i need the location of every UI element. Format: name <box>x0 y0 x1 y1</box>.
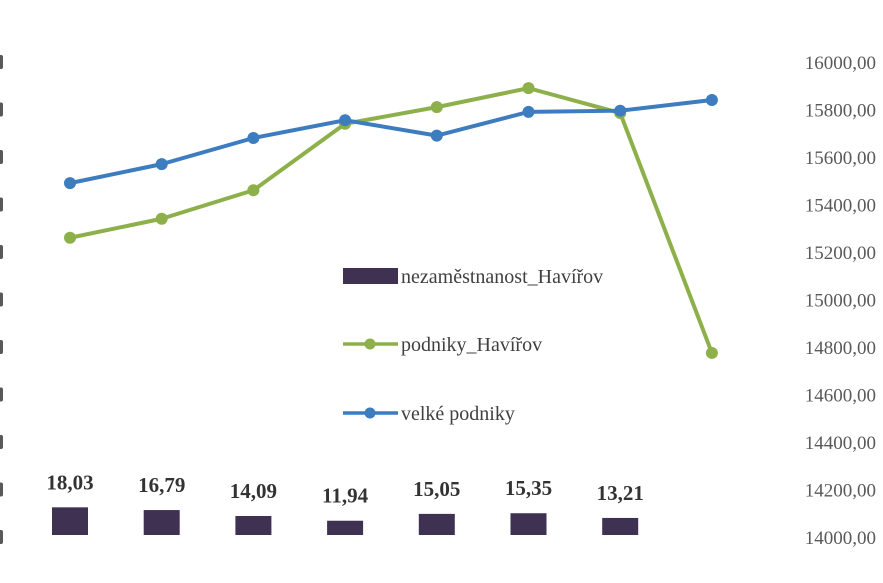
legend-marker-green <box>364 338 376 350</box>
legend-label-blue: velké podniky <box>401 403 515 425</box>
left-axis-tick-stub <box>0 55 3 69</box>
series-point <box>705 94 718 106</box>
legend-label-bar: nezaměstnanost_Havířov <box>401 266 603 288</box>
series-point <box>247 132 260 144</box>
right-axis-tick-label: 14400,00 <box>805 433 876 454</box>
right-axis-tick-label: 14200,00 <box>805 481 876 502</box>
series-point <box>430 101 443 114</box>
series-point <box>247 184 260 197</box>
bar <box>602 517 639 535</box>
right-axis-tick-label: 15400,00 <box>805 196 876 217</box>
left-axis-tick-stub <box>0 150 3 164</box>
bar <box>327 520 364 535</box>
bar-data-label: 15,05 <box>413 477 460 501</box>
right-axis-tick-label: 15200,00 <box>805 243 876 264</box>
bars-layer <box>52 507 639 535</box>
series-point <box>155 212 168 225</box>
series-point <box>614 104 627 117</box>
bar <box>510 513 547 535</box>
bar <box>52 507 88 535</box>
legend: nezaměstnanost_Havířov podniky_Havířov v… <box>343 266 603 425</box>
series-point <box>522 105 535 118</box>
left-axis-tick-stub <box>0 482 3 497</box>
bar <box>418 513 455 535</box>
right-axis-tick-label: 14600,00 <box>805 386 876 407</box>
series-point <box>522 82 535 95</box>
series-point <box>339 114 352 127</box>
left-axis-tick-stub <box>0 102 3 117</box>
series-point <box>64 177 76 190</box>
left-axis-tick-stub <box>0 435 3 449</box>
legend-label-green: podniky_Havířov <box>401 334 542 356</box>
right-axis-tick-label: 14800,00 <box>805 338 876 359</box>
right-axis-tick-label: 15000,00 <box>805 291 876 312</box>
right-axis-tick-label: 15800,00 <box>805 101 876 122</box>
bar-data-label: 14,09 <box>230 479 277 503</box>
right-axis: 16000,00 15800,00 15600,00 15400,00 15200,00… <box>805 53 876 549</box>
bar-data-label: 13,21 <box>597 481 644 505</box>
series-point <box>64 231 76 244</box>
left-axis-tick-stub <box>0 387 3 402</box>
bar <box>235 516 272 535</box>
left-axis-tick-stub <box>0 340 3 354</box>
left-axis-stubs <box>0 55 3 544</box>
left-axis-tick-stub <box>0 530 3 544</box>
left-axis-tick-stub <box>0 245 3 259</box>
left-axis-tick-stub <box>0 197 3 212</box>
lines-layer <box>64 82 718 359</box>
bar-data-label: 11,94 <box>322 484 369 508</box>
series-point <box>155 158 168 171</box>
bar-data-label: 16,79 <box>138 473 185 497</box>
legend-marker-blue <box>364 407 376 419</box>
legend-swatch-bar <box>343 268 398 284</box>
left-axis-tick-stub <box>0 292 3 307</box>
bar-data-label: 15,35 <box>505 476 552 500</box>
bar <box>143 510 180 535</box>
series-point <box>705 346 718 359</box>
right-axis-tick-label: 16000,00 <box>805 53 876 74</box>
bar-data-label: 18,03 <box>46 470 93 494</box>
bar-labels-layer: 18,03 16,79 14,09 11,94 15,05 15,35 13,21 <box>46 470 643 507</box>
series-line <box>68 98 714 186</box>
series-point <box>430 129 443 142</box>
right-axis-tick-label: 14000,00 <box>805 528 876 549</box>
right-axis-tick-label: 15600,00 <box>805 148 876 169</box>
